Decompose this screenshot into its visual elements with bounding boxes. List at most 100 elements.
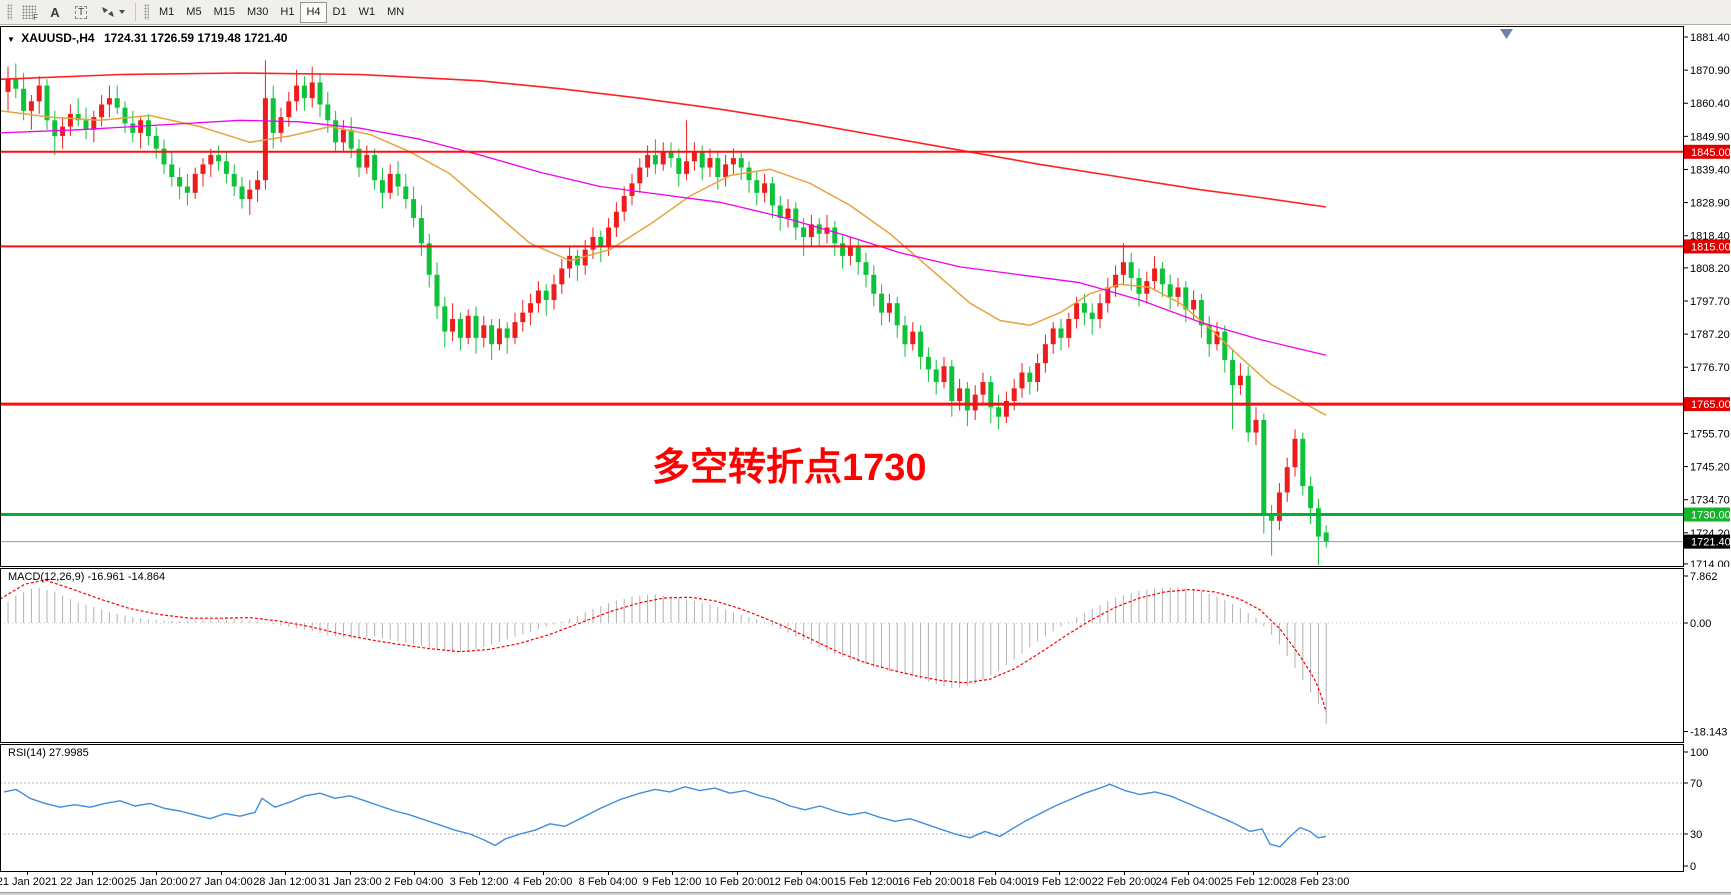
time-label: 22 Feb 20:00 [1091,876,1157,888]
time-label: 18 Feb 04:00 [962,876,1028,888]
rsi-pane[interactable]: 100 70 30 0 [0,744,1731,872]
toolbar-drag-handle[interactable] [7,4,12,20]
time-label: 31 Jan 23:00 [318,876,382,888]
rsi-svg[interactable]: 100 70 30 0 [0,744,1731,872]
symbol-ohlc-line[interactable]: ▼ XAUUSD-,H4 1724.31 1726.59 1719.48 172… [7,31,287,45]
timeframe-button-h4[interactable]: H4 [300,1,327,23]
svg-text:1808.20: 1808.20 [1690,263,1730,275]
time-label: 19 Feb 12:00 [1026,876,1092,888]
timeframe-toolbar: M1 M5 M15 M30 H1 H4 D1 W1 MN [153,1,410,23]
cursor-arrows-icon [102,7,114,17]
pane-divider[interactable] [0,566,1731,568]
svg-text:1755.70: 1755.70 [1690,428,1730,440]
time-tick [995,872,996,875]
svg-text:30: 30 [1690,829,1702,841]
chevron-down-icon [119,10,125,14]
time-label: 4 Feb 20:00 [513,876,573,888]
time-tick [350,872,351,875]
toolbar-drag-handle[interactable] [144,4,149,20]
time-tick [1253,872,1254,875]
time-label: 2 Feb 04:00 [384,876,444,888]
time-tick [930,872,931,875]
svg-text:0: 0 [1690,861,1696,872]
pane-divider[interactable] [0,742,1731,744]
svg-text:1787.20: 1787.20 [1690,329,1730,341]
svg-text:1734.70: 1734.70 [1690,495,1730,507]
svg-text:1881.40: 1881.40 [1690,32,1730,44]
time-label: 21 Jan 2021 [0,876,58,888]
macd-svg[interactable]: 7.862 0.00 -18.143 [0,568,1731,743]
svg-text:1765.00: 1765.00 [1691,399,1731,411]
time-tick [672,872,673,875]
main-chart-pane[interactable]: 1881.40 1870.90 1860.40 1849.90 1839.40 1828.… [0,26,1731,567]
time-tick [285,872,286,875]
text-box-icon: T [74,5,88,19]
timeframe-button-m5[interactable]: M5 [180,2,207,23]
main-chart-svg[interactable]: 1881.40 1870.90 1860.40 1849.90 1839.40 1828.… [0,26,1731,567]
symbol-title: XAUUSD-,H4 [21,31,95,45]
svg-text:1828.90: 1828.90 [1690,198,1730,210]
time-tick [479,872,480,875]
text-label-button[interactable]: A [42,2,68,23]
macd-label: MACD(12,26,9) -16.961 -14.864 [8,571,166,583]
time-label: 15 Feb 12:00 [833,876,899,888]
svg-text:1849.90: 1849.90 [1690,131,1730,143]
time-tick [27,872,28,875]
text-label-icon: A [50,4,60,20]
svg-text:1745.20: 1745.20 [1690,462,1730,474]
time-tick [156,872,157,875]
time-label: 8 Feb 04:00 [578,876,638,888]
timeframe-button-mn[interactable]: MN [381,2,410,23]
macd-pane[interactable]: 7.862 0.00 -18.143 [0,568,1731,743]
grid-button[interactable]: F [16,2,42,23]
time-tick [414,872,415,875]
time-axis[interactable]: 21 Jan 2021 22 Jan 12:00 25 Jan 20:00 27 Ja… [0,872,1731,892]
svg-text:1730.00: 1730.00 [1691,510,1731,522]
time-label: 16 Feb 20:00 [897,876,963,888]
text-box-button[interactable]: T [68,2,94,23]
time-tick [801,872,802,875]
timeframe-button-w1[interactable]: W1 [353,2,382,23]
time-tick [866,872,867,875]
svg-text:1776.70: 1776.70 [1690,362,1730,374]
chart-annotation-text[interactable]: 多空转折点1730 [652,447,927,489]
time-label: 10 Feb 20:00 [704,876,770,888]
toolbar: F A T M1 M5 M15 M30 H1 H4 D1 W1 MN [0,0,1731,25]
svg-text:7.862: 7.862 [1690,571,1718,583]
time-label: 9 Feb 12:00 [642,876,702,888]
symbol-dropdown-icon[interactable]: ▼ [7,35,15,44]
grid-f-icon: F [22,5,38,22]
svg-text:1714.00: 1714.00 [1690,559,1730,567]
time-label: 22 Jan 12:00 [60,876,124,888]
svg-text:1860.40: 1860.40 [1690,98,1730,110]
shift-marker-icon [1500,29,1513,39]
time-tick [1317,872,1318,875]
svg-text:0.00: 0.00 [1690,618,1711,630]
svg-text:100: 100 [1690,747,1708,759]
svg-text:1721.40: 1721.40 [1691,537,1731,549]
time-label: 27 Jan 04:00 [189,876,253,888]
arrow-objects-button[interactable] [94,2,131,23]
time-tick [221,872,222,875]
timeframe-button-d1[interactable]: D1 [327,2,353,23]
time-tick [608,872,609,875]
time-tick [543,872,544,875]
rsi-label: RSI(14) 27.9985 [8,747,89,759]
svg-text:1797.70: 1797.70 [1690,296,1730,308]
timeframe-button-m1[interactable]: M1 [153,2,180,23]
bottom-strip [0,892,1731,895]
timeframe-button-h1[interactable]: H1 [274,2,300,23]
svg-text:-18.143: -18.143 [1690,726,1727,738]
time-label: 12 Feb 04:00 [768,876,834,888]
time-label: 25 Feb 12:00 [1220,876,1286,888]
time-tick [1059,872,1060,875]
ohlc-values: 1724.31 1726.59 1719.48 1721.40 [103,31,288,45]
svg-text:1839.40: 1839.40 [1690,164,1730,176]
svg-text:1845.00: 1845.00 [1691,147,1731,159]
timeframe-button-m30[interactable]: M30 [241,2,274,23]
time-tick [1188,872,1189,875]
time-label: 24 Feb 04:00 [1155,876,1221,888]
timeframe-button-m15[interactable]: M15 [208,2,241,23]
svg-text:1870.90: 1870.90 [1690,65,1730,77]
time-tick [1124,872,1125,875]
